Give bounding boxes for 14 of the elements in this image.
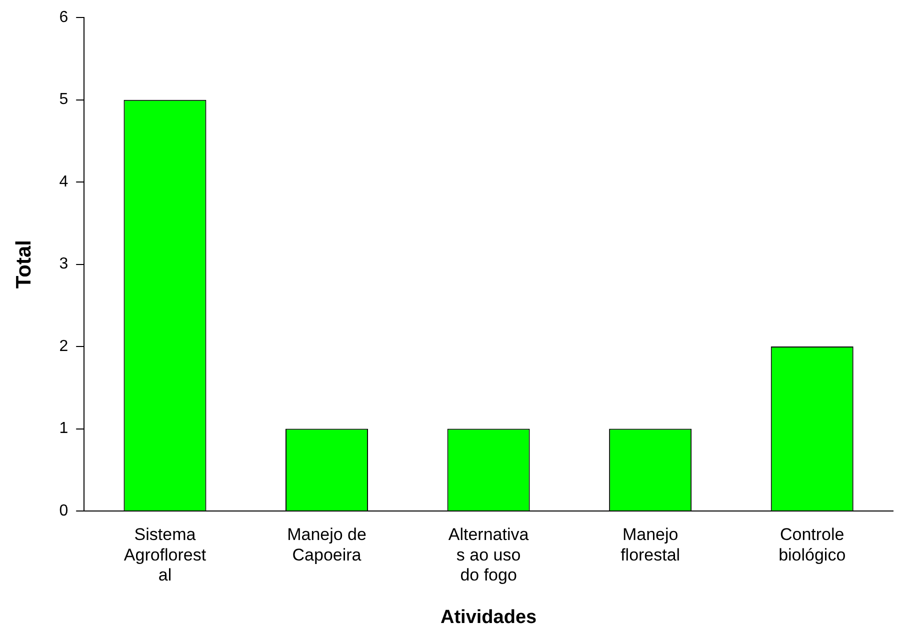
x-tick-label: Manejo florestal	[620, 524, 680, 564]
y-axis-title: Total	[12, 240, 36, 289]
y-tick-label: 6	[59, 9, 68, 26]
y-tick-label: 5	[59, 91, 68, 108]
x-tick-label: Sistema Agroflorest al	[124, 524, 206, 585]
y-tick-label: 1	[59, 420, 68, 438]
x-tick-label: Controle biológico	[778, 524, 846, 564]
x-tick-label: Alternativa s ao uso do fogo	[448, 524, 530, 585]
y-tick-label: 0	[59, 502, 68, 520]
y-tick-label: 2	[59, 338, 68, 355]
y-tick-label: 3	[59, 256, 68, 273]
x-axis-title: Atividades	[440, 606, 537, 628]
y-tick-label: 4	[59, 173, 68, 190]
x-tick-label: Manejo de Capoeira	[287, 524, 366, 564]
